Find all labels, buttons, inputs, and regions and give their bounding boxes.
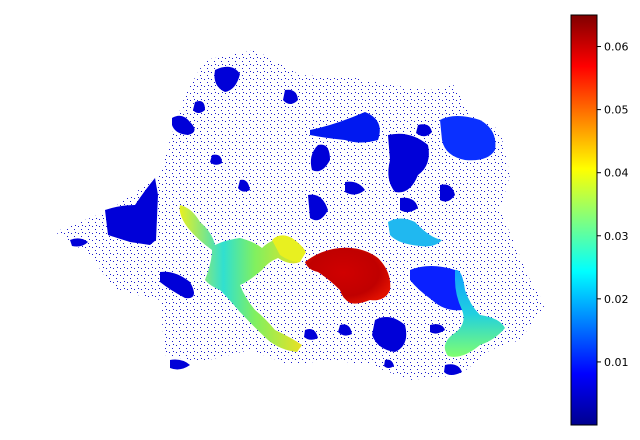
colorbar-gradient xyxy=(570,14,598,426)
high-value-river xyxy=(179,205,306,352)
colorbar-tick-label: 0.06 xyxy=(604,41,629,54)
colorbar-tick-label: 0.02 xyxy=(604,293,629,306)
colorbar-tick-label: 0.04 xyxy=(604,167,629,180)
colorbar-tick-label: 0.05 xyxy=(604,104,629,117)
colorbar-tick-label: 0.01 xyxy=(604,356,629,369)
colorbar: 0.01 0.02 0.03 0.04 0.05 0.06 xyxy=(570,14,629,426)
colorbar-ticks: 0.01 0.02 0.03 0.04 0.05 0.06 xyxy=(597,41,629,369)
low-value-patches xyxy=(70,66,496,375)
colorbar-tick-label: 0.03 xyxy=(604,230,629,243)
highest-value-lake xyxy=(305,247,391,304)
mid-value-patches xyxy=(388,218,505,357)
